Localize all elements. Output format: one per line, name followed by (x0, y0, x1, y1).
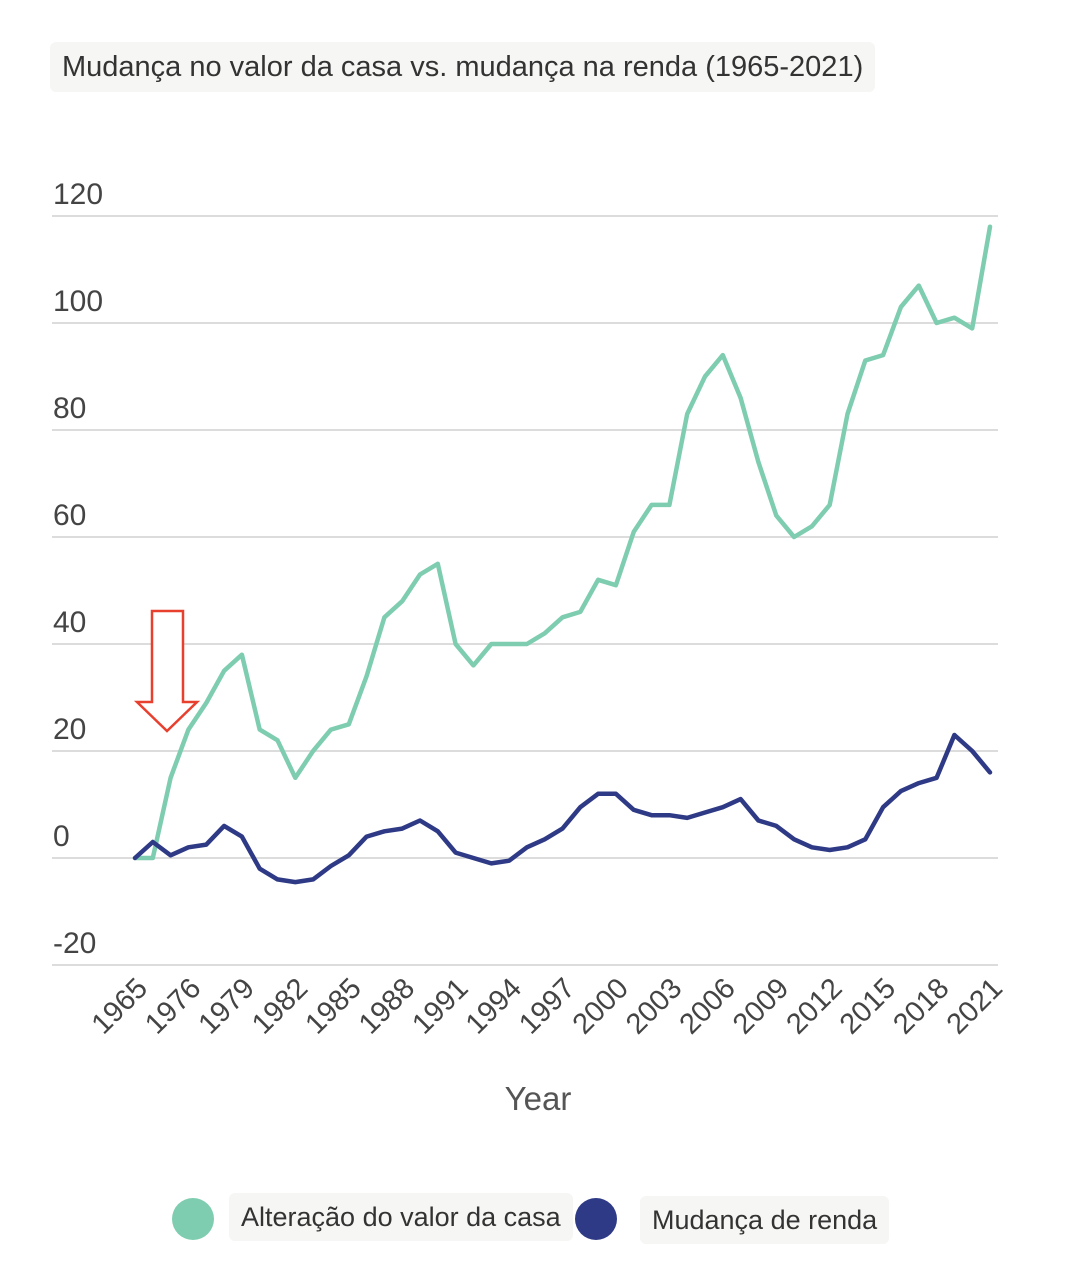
gridlines (52, 215, 998, 966)
red-arrow-annotation (133, 609, 201, 733)
legend-label-house: Alteração do valor da casa (229, 1193, 573, 1241)
legend-swatch-house (172, 1198, 214, 1240)
x-tick-label: 1991 (406, 972, 474, 1040)
x-tick-label: 2003 (620, 972, 688, 1040)
x-tick-label: 2018 (887, 972, 955, 1040)
x-tick-label: 1988 (353, 972, 421, 1040)
y-tick-label: -20 (53, 927, 96, 960)
x-tick-label: 2000 (567, 972, 635, 1040)
x-tick-label: 2006 (674, 972, 742, 1040)
x-tick-label: 2021 (941, 972, 1009, 1040)
y-tick-label: 100 (53, 285, 103, 318)
series-line-income (132, 732, 993, 885)
chart-title: Mudança no valor da casa vs. mudança na … (50, 42, 876, 92)
x-tick-label: 1976 (139, 972, 207, 1040)
x-tick-label: 1965 (86, 972, 154, 1040)
legend-swatch-income (575, 1198, 617, 1240)
x-tick-label: 1994 (460, 972, 528, 1040)
x-tick-label: 2015 (834, 972, 902, 1040)
x-tick-label: 2009 (727, 972, 795, 1040)
x-tick-label: 1997 (513, 972, 581, 1040)
legend-label-income: Mudança de renda (640, 1196, 890, 1244)
y-tick-label: 120 (53, 178, 103, 211)
x-axis-label: Year (505, 1080, 572, 1117)
x-axis: 1965197619791982198519881991199419972000… (86, 972, 1009, 1040)
y-tick-label: 20 (53, 713, 86, 746)
x-tick-label: 1985 (299, 972, 367, 1040)
y-tick-label: 60 (53, 499, 86, 532)
y-tick-label: 0 (53, 820, 70, 853)
x-tick-label: 2012 (780, 972, 848, 1040)
series-lines (132, 224, 993, 885)
series-line-house-value (132, 224, 993, 861)
y-tick-label: 80 (53, 392, 86, 425)
y-tick-label: 40 (53, 606, 86, 639)
y-axis: 120 100 80 60 40 20 0 -20 (53, 178, 103, 960)
x-tick-label: 1982 (246, 972, 314, 1040)
x-tick-label: 1979 (193, 972, 261, 1040)
